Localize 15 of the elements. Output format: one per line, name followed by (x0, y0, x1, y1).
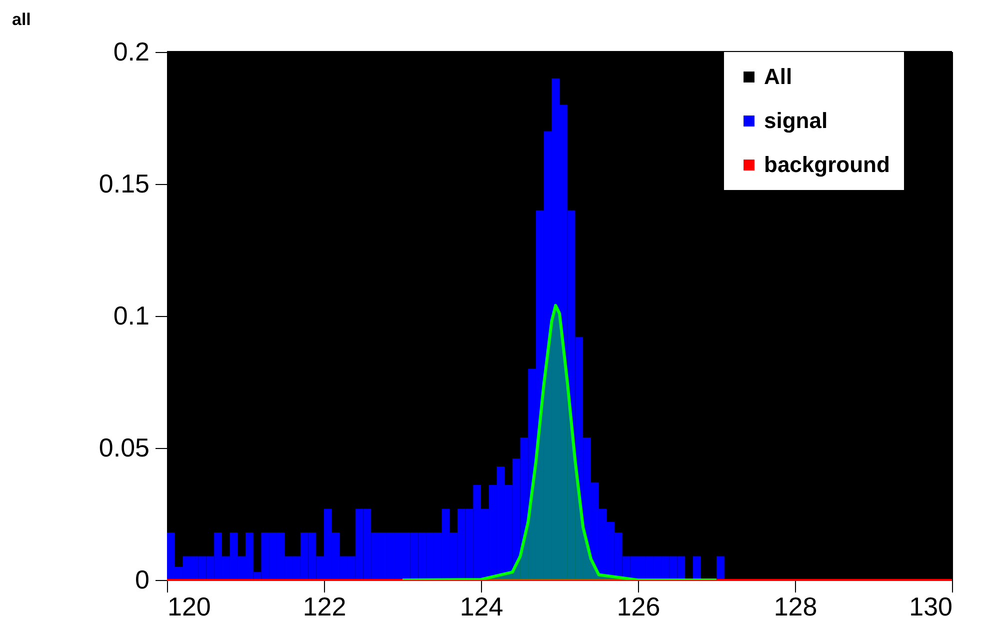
x-tick-label: 126 (616, 592, 660, 622)
x-tick-label: 124 (460, 592, 504, 622)
x-tick-label: 130 (909, 592, 952, 622)
text: all (12, 10, 31, 29)
y-tick-label: 0.05 (98, 432, 150, 462)
x-tick-label: 128 (774, 592, 818, 622)
y-tick-label: 0 (135, 564, 150, 594)
x-tick-label: 122 (302, 592, 346, 622)
y-tick-label: 0.1 (113, 300, 150, 330)
y-tick-label: 0.15 (98, 168, 150, 198)
legend-label: All (764, 64, 792, 89)
x-tick-label: 120 (168, 592, 211, 622)
legend-label: signal (764, 108, 828, 133)
y-tick-label: 0.2 (113, 36, 150, 66)
legend-label: background (764, 152, 890, 177)
